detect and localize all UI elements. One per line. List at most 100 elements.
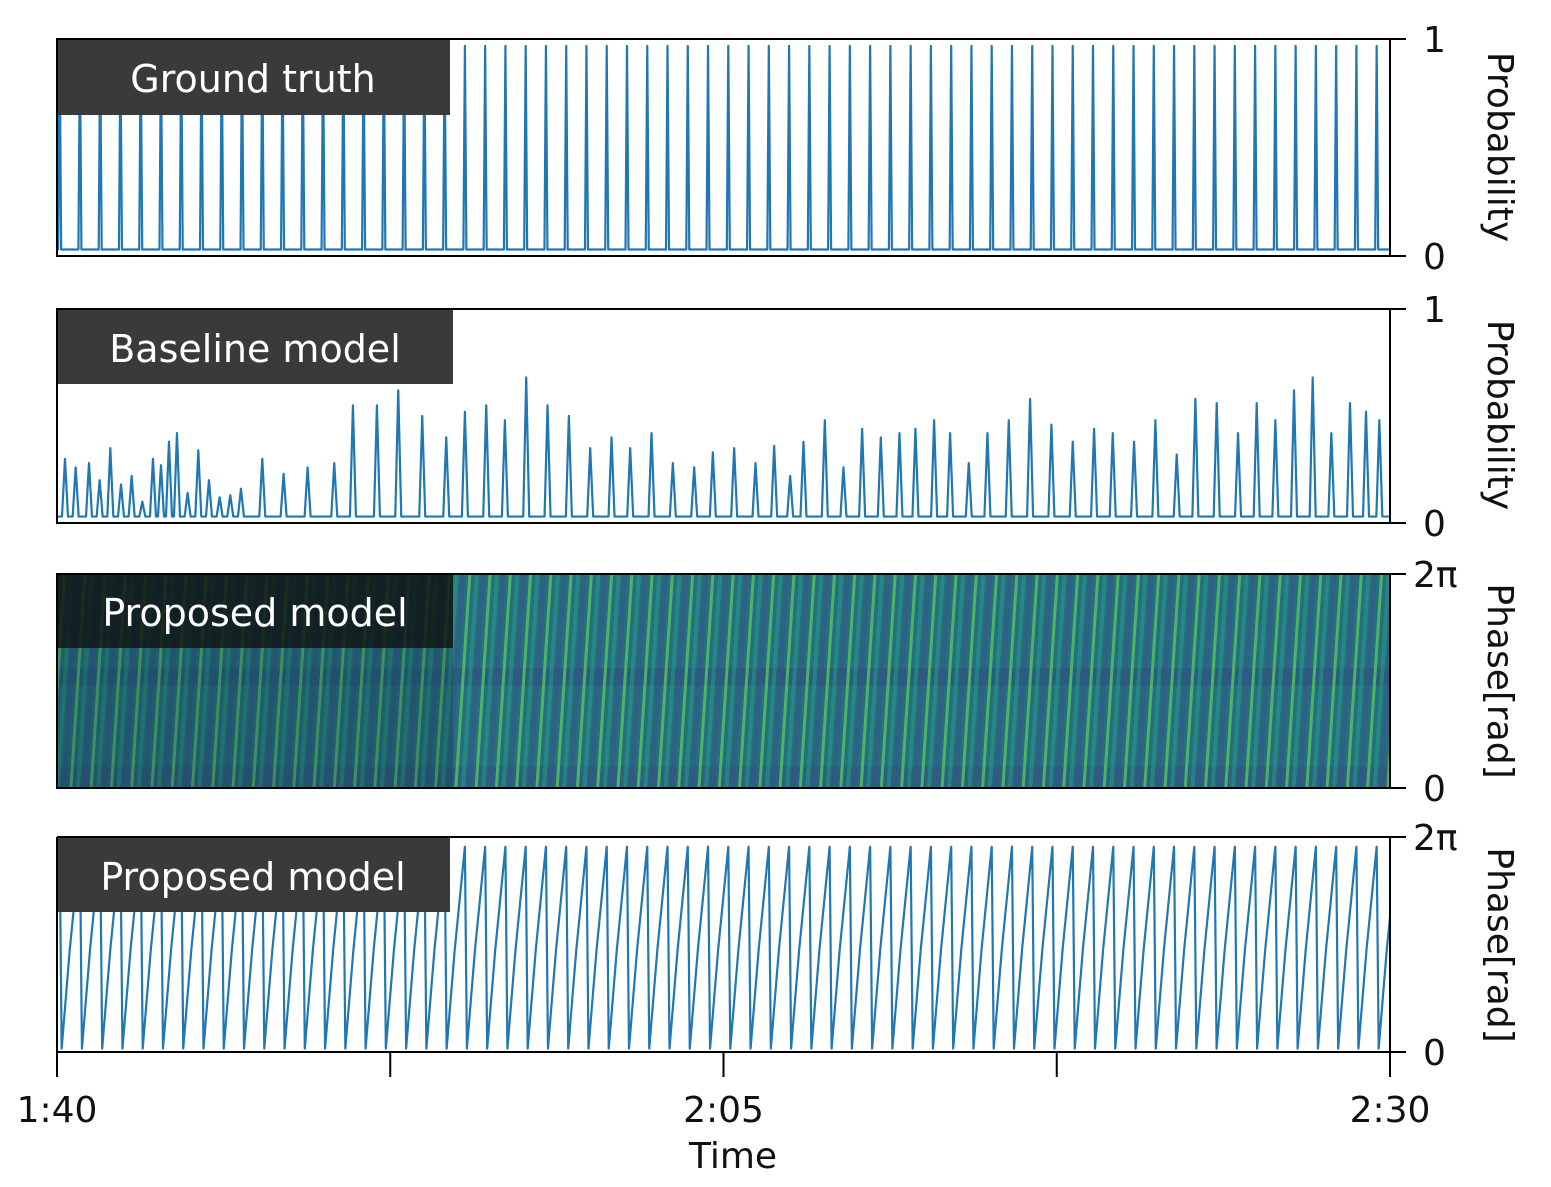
heatmap-stripe (481, 574, 500, 788)
y-tick-label: 2π (1413, 818, 1458, 859)
heatmap-stripe (940, 574, 958, 788)
heatmap-stripe (1345, 574, 1363, 788)
heatmap-stripe (588, 574, 608, 788)
panel-ground-truth: Ground truth 1 0 Probability (56, 20, 1520, 278)
heatmap-stripe (1048, 574, 1067, 788)
heatmap-stripe (790, 574, 810, 788)
heatmap-stripe (547, 574, 567, 788)
heatmap-stripe (960, 574, 978, 788)
y-tick-label: 0 (1423, 237, 1446, 278)
panel-label: Proposed model (100, 855, 405, 899)
y-tick-label: 0 (1423, 1033, 1446, 1074)
heatmap-stripe (1401, 574, 1415, 788)
heatmap-stripe (1311, 574, 1330, 788)
heatmap-stripe (805, 574, 824, 788)
heatmap-stripe (541, 574, 560, 788)
heatmap-stripe (1264, 574, 1282, 788)
heatmap-stripe (643, 574, 662, 788)
heatmap-stripe (1033, 574, 1053, 788)
heatmap-stripe (1204, 574, 1222, 788)
heatmap-stripe (1175, 574, 1195, 788)
heatmap-stripe (900, 574, 918, 788)
heatmap-stripe (758, 574, 776, 788)
heatmap-stripe (819, 574, 837, 788)
heatmap-stripe (1251, 574, 1270, 788)
heatmap-stripe (859, 574, 877, 788)
heatmap-stripe (744, 574, 763, 788)
heatmap-stripe (798, 574, 816, 788)
x-tick-label: 2:30 (1350, 1090, 1431, 1131)
heatmap-stripe (981, 574, 999, 788)
heatmap-stripe (507, 574, 527, 788)
heatmap-stripe (636, 574, 654, 788)
heatmap-stripe (37, 574, 51, 788)
heatmap-stripe (582, 574, 601, 788)
heatmap-stripe (920, 574, 938, 788)
panel-label: Baseline model (109, 327, 401, 371)
heatmap-stripe (947, 574, 966, 788)
heatmap-stripe (704, 574, 723, 788)
y-tick-label: 0 (1423, 504, 1446, 545)
heatmap-stripe (1236, 574, 1256, 788)
heatmap-stripe (1291, 574, 1310, 788)
heatmap-stripe (677, 574, 695, 788)
heatmap-stripe (1170, 574, 1189, 788)
heatmap-stripe (993, 574, 1013, 788)
heatmap-stripe (1028, 574, 1047, 788)
panel-frame (56, 573, 1391, 789)
heatmap-stripe (1244, 574, 1262, 788)
heatmap-stripe (567, 574, 587, 788)
heatmap-stripe (1230, 574, 1249, 788)
heatmap-stripe (628, 574, 648, 788)
heatmap-stripe (440, 574, 459, 788)
heatmap-stripe (717, 574, 735, 788)
heatmap-band (57, 766, 1390, 788)
heatmap-stripe (1352, 574, 1371, 788)
heatmap-stripe (555, 574, 573, 788)
heatmap-stripe (1163, 574, 1181, 788)
panel-label: Ground truth (130, 57, 375, 101)
heatmap-stripe (1190, 574, 1209, 788)
heatmap-stripe (1224, 574, 1242, 788)
heatmap-stripe (454, 574, 472, 788)
heatmap-stripe (987, 574, 1006, 788)
heatmap-stripe (1007, 574, 1026, 788)
y-tick-label: 0 (1423, 769, 1446, 810)
heatmap-stripe (825, 574, 844, 788)
heatmap-stripe (952, 574, 972, 788)
heatmap-stripe (575, 574, 593, 788)
heatmap-stripe (1068, 574, 1087, 788)
heatmap-stripe (501, 574, 520, 788)
heatmap-stripe (1183, 574, 1201, 788)
heatmap-stripe (778, 574, 796, 788)
heatmap-stripe (932, 574, 952, 788)
panel-label-box (57, 837, 450, 912)
heatmap-stripe (892, 574, 911, 788)
heatmap-stripe (1102, 574, 1120, 788)
heatmap-stripe (866, 574, 885, 788)
heatmap-stripe (879, 574, 897, 788)
y-tick-label: 1 (1423, 20, 1446, 61)
heatmap-stripe (466, 574, 486, 788)
heatmap-stripe (764, 574, 783, 788)
heatmap-stripe (608, 574, 628, 788)
y-tick-label: 2π (1413, 555, 1458, 596)
x-tick-label: 1:40 (17, 1090, 98, 1131)
heatmap-stripe (973, 574, 993, 788)
heatmap-stripe (663, 574, 682, 788)
heatmap-stripe (810, 574, 830, 788)
heatmap-stripe (967, 574, 986, 788)
heatmap-stripe (770, 574, 790, 788)
heatmap-stripe (1041, 574, 1059, 788)
panel-proposed-phase: Proposed model 2π 0 Phase[rad] 1:40 2:05 2… (17, 818, 1520, 1177)
heatmap-stripe (486, 574, 506, 788)
heatmap-stripe (886, 574, 905, 788)
heatmap-stripe (656, 574, 674, 788)
heatmap-stripe (1372, 574, 1390, 788)
heatmap-stripe (1149, 574, 1168, 788)
heatmap-stripe (1276, 574, 1296, 788)
ground-truth-line (57, 44, 1390, 251)
heatmap-stripe (1089, 574, 1108, 788)
panel-label-box (57, 574, 453, 648)
